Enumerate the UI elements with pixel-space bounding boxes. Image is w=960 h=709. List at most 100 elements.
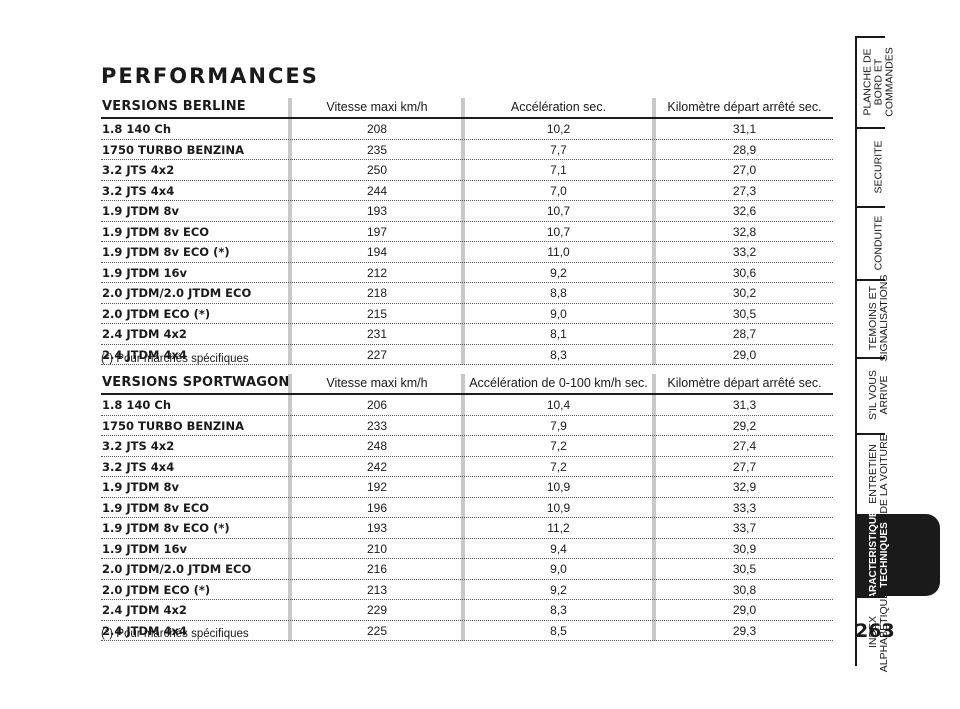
table-row: 2.0 JTDM ECO (*) 215 9,0 30,5 bbox=[101, 304, 833, 324]
max-speed-value: 229 bbox=[366, 603, 388, 617]
tab-separator bbox=[855, 596, 885, 598]
sidebar-tab[interactable]: ENTRETIEN DE LA VOITURE bbox=[855, 433, 950, 514]
acceleration-value: 9,2 bbox=[550, 265, 567, 280]
kilometre-value: 27,3 bbox=[732, 183, 757, 198]
table-row: 2.4 JTDM 4x4 225 8,5 29,3 bbox=[101, 621, 833, 641]
model-name: 3.2 JTS 4x4 bbox=[102, 183, 175, 198]
table-row: 2.4 JTDM 4x2 231 8,1 28,7 bbox=[101, 324, 833, 345]
model-name: 2.0 JTDM/2.0 JTDM ECO bbox=[102, 286, 252, 300]
chapter-sidebar: PLANCHE DE BORD ET COMMANDES SECURITE COND… bbox=[835, 36, 960, 676]
kilometre-value: 30,2 bbox=[732, 286, 757, 300]
acceleration-value: 9,2 bbox=[550, 582, 567, 597]
max-speed-value: 193 bbox=[366, 204, 388, 218]
model-name: 2.4 JTDM 4x2 bbox=[102, 603, 187, 617]
sidebar-tab[interactable]: INDEX ALPHABETIQUE bbox=[855, 592, 950, 672]
kilometre-value: 32,9 bbox=[732, 480, 757, 494]
table-row: 2.4 JTDM 4x2 229 8,3 29,0 bbox=[101, 600, 833, 621]
table-row: 1.8 140 Ch 208 10,2 31,1 bbox=[101, 119, 833, 140]
tab-separator bbox=[855, 279, 885, 281]
max-speed-value: 192 bbox=[366, 480, 388, 494]
max-speed-value: 193 bbox=[366, 521, 388, 535]
sidebar-tab-label: SECURITE bbox=[872, 139, 885, 194]
column-divider bbox=[652, 98, 656, 365]
sidebar-tab-label: ENTRETIEN DE LA VOITURE bbox=[867, 433, 890, 514]
acceleration-value: 11,2 bbox=[547, 521, 570, 535]
table-row: 2.0 JTDM/2.0 JTDM ECO 216 9,0 30,5 bbox=[101, 559, 833, 580]
sidebar-tab[interactable]: SECURITE bbox=[855, 127, 950, 206]
table-row: 1.9 JTDM 8v ECO 196 10,9 33,3 bbox=[101, 498, 833, 518]
model-name: 1.9 JTDM 8v ECO bbox=[102, 224, 210, 239]
sidebar-tab[interactable]: S'IL VOUS ARRIVE bbox=[855, 357, 950, 433]
table-row: 1.9 JTDM 8v 192 10,9 32,9 bbox=[101, 477, 833, 498]
model-name: 1.9 JTDM 8v bbox=[102, 204, 179, 218]
kilometre-value: 30,5 bbox=[732, 306, 757, 321]
kilometre-value: 27,7 bbox=[732, 459, 757, 474]
acceleration-value: 8,1 bbox=[550, 327, 567, 341]
max-speed-value: 231 bbox=[366, 327, 388, 341]
kilometre-value: 28,9 bbox=[732, 142, 757, 157]
model-name: 1.8 140 Ch bbox=[102, 398, 172, 412]
max-speed-value: 215 bbox=[366, 306, 388, 321]
acceleration-value: 9,0 bbox=[550, 306, 567, 321]
acceleration-value: 11,0 bbox=[547, 245, 570, 259]
max-speed-value: 206 bbox=[366, 398, 388, 412]
kilometre-column-header: Kilomètre départ arrêté sec. bbox=[667, 100, 822, 114]
max-speed-value: 194 bbox=[366, 245, 388, 259]
sidebar-tab[interactable]: CARACTERISTIQUES TECHNIQUES bbox=[855, 504, 950, 606]
max-speed-value: 216 bbox=[366, 562, 388, 576]
table-row: 3.2 JTS 4x2 250 7,1 27,0 bbox=[101, 160, 833, 181]
sidebar-line bbox=[855, 36, 857, 666]
model-name: 1.9 JTDM 8v bbox=[102, 480, 179, 494]
sidebar-tab[interactable]: PLANCHE DE BORD ET COMMANDES bbox=[855, 36, 950, 127]
sidebar-tab[interactable]: CONDUITE bbox=[855, 206, 950, 279]
acceleration-value: 10,9 bbox=[546, 500, 571, 515]
kilometre-value: 33,2 bbox=[732, 245, 757, 259]
max-speed-value: 227 bbox=[366, 347, 388, 362]
speed-column-header: Vitesse maxi km/h bbox=[326, 100, 428, 114]
table-row: 1.9 JTDM 8v ECO (*) 194 11,0 33,2 bbox=[101, 242, 833, 263]
acceleration-value: 8,5 bbox=[550, 623, 567, 638]
kilometre-value: 33,7 bbox=[732, 521, 757, 535]
acceleration-column-header: Accélération sec. bbox=[510, 100, 607, 114]
kilometre-value: 29,0 bbox=[732, 347, 757, 362]
sidebar-tab-label: CONDUITE bbox=[872, 215, 885, 270]
max-speed-value: 250 bbox=[366, 163, 388, 177]
berline-table: VERSIONS BERLINE Vitesse maxi km/h Accél… bbox=[101, 98, 833, 365]
model-name: 2.0 JTDM/2.0 JTDM ECO bbox=[102, 562, 252, 576]
kilometre-value: 29,3 bbox=[732, 623, 757, 638]
kilometre-value: 30,9 bbox=[732, 541, 757, 556]
page-number: 263 bbox=[855, 620, 895, 642]
table-row: 2.4 JTDM 4x4 227 8,3 29,0 bbox=[101, 345, 833, 365]
max-speed-value: 225 bbox=[366, 623, 388, 638]
kilometre-value: 27,4 bbox=[732, 439, 757, 453]
kilometre-value: 31,1 bbox=[732, 122, 757, 136]
max-speed-value: 208 bbox=[366, 122, 388, 136]
model-name: 2.4 JTDM 4x4 bbox=[102, 347, 187, 362]
table-row: 1.9 JTDM 8v ECO (*) 193 11,2 33,7 bbox=[101, 518, 833, 539]
model-name: 1750 TURBO BENZINA bbox=[102, 418, 244, 433]
acceleration-value: 10,2 bbox=[546, 122, 571, 136]
table-header: VERSIONS SPORTWAGON Vitesse maxi km/h Ac… bbox=[101, 374, 833, 395]
model-name: 2.0 JTDM ECO (*) bbox=[102, 306, 211, 321]
acceleration-value: 7,7 bbox=[550, 142, 567, 157]
model-name: 1.9 JTDM 8v ECO bbox=[102, 500, 210, 515]
table-row: 3.2 JTS 4x4 244 7,0 27,3 bbox=[101, 181, 833, 201]
max-speed-value: 244 bbox=[366, 183, 388, 198]
max-speed-value: 218 bbox=[366, 286, 388, 300]
table-row: 1.9 JTDM 8v 193 10,7 32,6 bbox=[101, 201, 833, 222]
kilometre-value: 28,7 bbox=[732, 327, 757, 341]
sidebar-tab[interactable]: TEMOINS ET SIGNALISATIONS bbox=[855, 275, 950, 361]
max-speed-value: 196 bbox=[366, 500, 388, 515]
acceleration-column-header: Accélération de 0-100 km/h sec. bbox=[469, 376, 648, 390]
active-tab-highlight bbox=[857, 514, 940, 596]
column-divider bbox=[652, 374, 656, 641]
table-row: 1.9 JTDM 8v ECO 197 10,7 32,8 bbox=[101, 222, 833, 242]
model-name: 3.2 JTS 4x2 bbox=[102, 439, 175, 453]
acceleration-value: 8,8 bbox=[550, 286, 567, 300]
sidebar-tab-label: TEMOINS ET SIGNALISATIONS bbox=[867, 274, 890, 362]
model-name: 1.9 JTDM 16v bbox=[102, 541, 187, 556]
model-name: 1750 TURBO BENZINA bbox=[102, 142, 244, 157]
speed-column-header: Vitesse maxi km/h bbox=[326, 376, 428, 390]
footnote: (*) Pour marchés spécifiques bbox=[101, 628, 249, 640]
acceleration-value: 7,0 bbox=[550, 183, 567, 198]
